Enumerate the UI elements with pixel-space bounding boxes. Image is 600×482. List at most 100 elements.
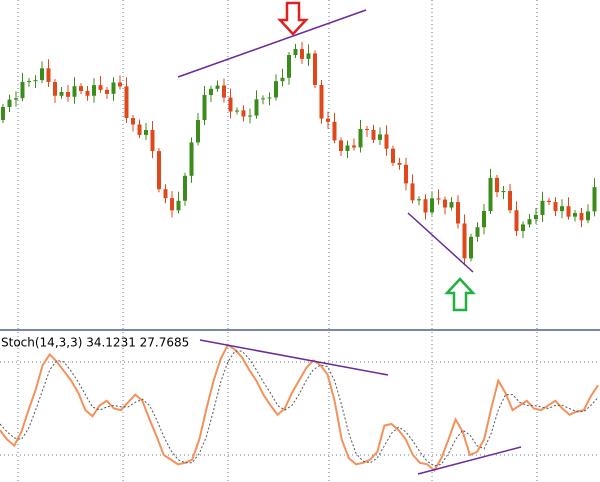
indicator-label: Stoch(14,3,3) 34.1231 27.7685: [1, 336, 189, 350]
candle-body: [248, 115, 252, 117]
candle-body: [72, 86, 77, 97]
candle-body: [202, 95, 207, 120]
candle-body: [215, 85, 220, 89]
candle-body: [14, 98, 18, 100]
stoch-panel: [0, 343, 600, 473]
candle-body: [456, 202, 460, 224]
candle-body: [40, 68, 44, 81]
down-arrow: [277, 1, 309, 36]
candle-body: [53, 82, 57, 96]
candle-body: [98, 85, 103, 90]
candle-body: [365, 129, 369, 130]
candle-body: [508, 191, 512, 211]
candle-body: [332, 121, 337, 141]
candle-body: [495, 177, 499, 193]
trendline: [407, 212, 474, 273]
candle-body: [547, 200, 551, 203]
candle-body: [92, 85, 96, 96]
candle-body: [410, 183, 415, 201]
candle-body: [384, 134, 389, 149]
candle-body: [306, 53, 311, 59]
candle-body: [358, 129, 363, 148]
candle-body: [287, 55, 291, 78]
candle-body: [430, 198, 434, 213]
candle-body: [209, 88, 213, 96]
candle-body: [144, 130, 148, 135]
candle-body: [274, 81, 278, 98]
candle-body: [131, 118, 135, 125]
candle-body: [228, 97, 233, 112]
candle-body: [189, 142, 194, 176]
trendline: [199, 339, 389, 376]
candle-body: [118, 82, 122, 87]
candle-body: [183, 175, 187, 201]
candle-body: [352, 145, 356, 148]
candle-body: [449, 202, 454, 208]
candle-body: [105, 89, 109, 94]
candle-body: [566, 206, 571, 217]
candle-body: [222, 85, 226, 98]
candle-body: [1, 107, 5, 120]
candle-body: [267, 97, 272, 99]
candle-body: [514, 210, 519, 232]
trendlines: [177, 9, 522, 475]
candle-body: [462, 223, 467, 259]
candle-body: [560, 206, 564, 212]
candle-body: [579, 213, 584, 221]
candle-body: [163, 189, 168, 199]
candle-body: [300, 48, 304, 59]
candle-body: [241, 110, 246, 117]
candle-body: [501, 191, 506, 193]
candle-body: [313, 53, 317, 85]
candle-body: [7, 99, 12, 107]
candle-body: [20, 81, 25, 99]
candle-body: [27, 81, 31, 82]
candle-body: [404, 164, 408, 184]
candle-body: [235, 110, 239, 112]
candle-body: [124, 86, 129, 118]
candle-body: [170, 198, 174, 211]
candle-body: [261, 98, 265, 100]
candle-body: [573, 213, 577, 217]
candle-body: [59, 92, 64, 96]
candle-body: [293, 48, 298, 55]
candle-body: [423, 199, 428, 213]
candle-body: [391, 148, 395, 163]
up-arrow: [444, 277, 476, 312]
candle-body: [345, 145, 350, 151]
candle-body: [488, 177, 493, 211]
candle-body: [46, 68, 51, 83]
candle-body: [592, 187, 597, 212]
candle-body: [417, 199, 421, 201]
candle-body: [540, 200, 545, 215]
candle-body: [527, 219, 532, 225]
price-candles: [1, 41, 597, 266]
grid: [17, 0, 538, 482]
candle-body: [586, 211, 590, 221]
candle-body: [319, 85, 324, 119]
trendline: [417, 446, 522, 475]
k-line: [0, 343, 599, 473]
candle-body: [79, 86, 83, 91]
candle-body: [469, 236, 473, 259]
candle-body: [553, 202, 558, 212]
candle-body: [280, 77, 285, 82]
candle-body: [196, 120, 200, 143]
candle-body: [436, 198, 441, 200]
candle-body: [85, 90, 90, 96]
trendline: [177, 9, 367, 78]
candle-body: [176, 200, 181, 211]
candle-body: [475, 227, 480, 237]
candle-body: [371, 129, 376, 140]
candle-body: [534, 214, 538, 220]
candle-body: [482, 211, 486, 228]
candle-body: [150, 130, 155, 152]
candle-body: [33, 80, 38, 82]
candle-body: [111, 82, 116, 94]
candle-body: [326, 118, 330, 122]
candle-body: [443, 199, 447, 208]
candle-body: [66, 92, 70, 97]
candle-body: [339, 140, 343, 151]
